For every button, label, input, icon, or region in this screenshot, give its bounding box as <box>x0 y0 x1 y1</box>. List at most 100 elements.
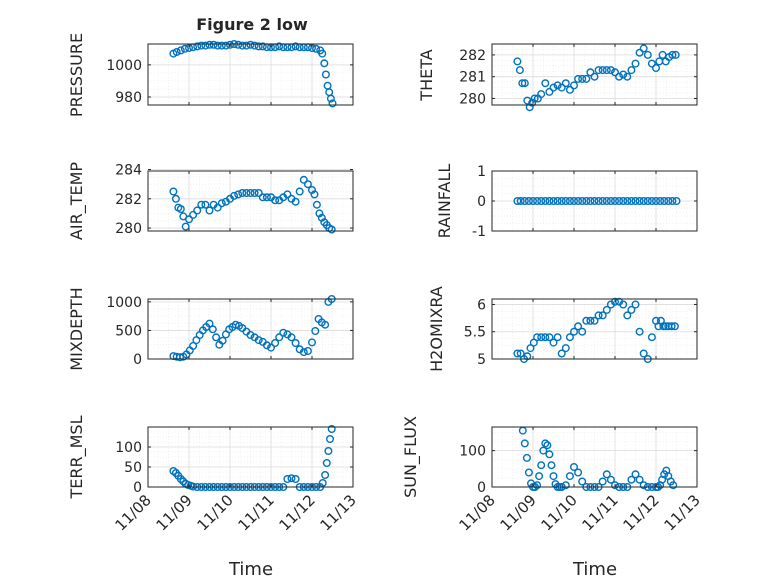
data-point <box>513 349 522 358</box>
data-point <box>623 311 632 320</box>
data-point <box>321 70 330 79</box>
data-point <box>523 352 532 361</box>
data-point <box>238 188 247 197</box>
data-point <box>295 187 304 196</box>
data-point <box>242 188 251 197</box>
data-point <box>590 72 599 81</box>
data-point <box>660 196 669 205</box>
data-point <box>176 475 185 484</box>
data-point <box>283 475 292 484</box>
y-tick-label: 0 <box>477 194 486 210</box>
data-point <box>623 196 632 205</box>
data-point <box>594 66 603 75</box>
data-point <box>523 96 532 105</box>
data-point <box>664 196 673 205</box>
subplot-rainfall: -1 0 1 RAINFALL <box>435 164 698 240</box>
data-point <box>524 468 533 477</box>
data-point <box>171 194 180 203</box>
data-point <box>250 188 259 197</box>
data-point <box>557 83 566 92</box>
data-point <box>181 222 190 231</box>
data-point <box>537 333 546 342</box>
data-point <box>549 472 558 481</box>
data-point <box>541 196 550 205</box>
data-point <box>513 57 522 66</box>
data-point <box>262 341 271 350</box>
data-point <box>201 200 210 209</box>
data-series-sun_flux <box>518 426 678 492</box>
data-series-mixdepth <box>169 295 336 362</box>
data-point <box>291 339 300 348</box>
x-tick-label: 11/08 <box>456 491 499 534</box>
y-tick-label: 284 <box>115 163 142 179</box>
data-point <box>279 328 288 337</box>
data-point <box>545 450 554 459</box>
data-point <box>639 196 648 205</box>
data-point <box>299 175 308 184</box>
data-point <box>541 79 550 88</box>
data-point <box>652 196 661 205</box>
data-point <box>230 191 239 200</box>
data-point <box>520 196 529 205</box>
subplot-air_temp: 280 282 284 AIR_TEMP <box>67 162 354 240</box>
y-tick-label: 50 <box>124 460 142 476</box>
axes-box <box>491 426 698 488</box>
data-point <box>312 200 321 209</box>
data-point <box>291 197 300 206</box>
data-point <box>561 481 570 490</box>
data-point <box>549 196 558 205</box>
axes-box <box>147 170 354 232</box>
data-point <box>513 196 522 205</box>
data-series-theta <box>513 44 680 112</box>
data-point <box>635 475 644 484</box>
data-point <box>218 336 227 345</box>
data-point <box>611 68 620 77</box>
data-point <box>539 446 548 455</box>
y-axis-label: THETA <box>417 49 436 101</box>
data-point <box>529 196 538 205</box>
y-tick-label: 0 <box>477 480 486 496</box>
data-point <box>530 94 539 103</box>
data-point <box>213 41 222 50</box>
data-point <box>283 190 292 199</box>
data-point <box>310 190 319 199</box>
data-point <box>533 333 542 342</box>
data-series-terr_msl <box>169 425 336 492</box>
y-tick-label: 500 <box>115 323 142 339</box>
data-point <box>574 322 583 331</box>
data-series-air_temp <box>169 175 336 234</box>
data-point <box>582 196 591 205</box>
data-point <box>208 325 217 334</box>
data-point <box>217 41 226 50</box>
x-tick-label: 11/13 <box>317 491 360 534</box>
data-point <box>611 196 620 205</box>
data-point <box>639 44 648 53</box>
data-point <box>602 196 611 205</box>
data-point <box>598 66 607 75</box>
data-point <box>570 463 579 472</box>
data-point <box>250 41 259 50</box>
data-point <box>262 193 271 202</box>
y-tick-label: 5.5 <box>464 325 486 341</box>
data-point <box>254 42 263 51</box>
data-point <box>321 320 330 329</box>
data-point <box>520 439 529 448</box>
data-point <box>545 333 554 342</box>
data-point <box>541 333 550 342</box>
data-point <box>291 42 300 51</box>
data-point <box>669 481 678 490</box>
data-point <box>582 74 591 83</box>
data-point <box>246 40 255 49</box>
data-point <box>246 188 255 197</box>
data-point <box>275 42 284 51</box>
data-point <box>652 63 661 72</box>
data-point <box>325 88 334 97</box>
data-point <box>598 477 607 486</box>
data-point <box>234 40 243 49</box>
data-point <box>212 333 221 342</box>
y-tick-label: 282 <box>115 192 142 208</box>
y-axis-label: SUN_FLUX <box>401 416 421 498</box>
data-point <box>586 68 595 77</box>
data-point <box>606 66 615 75</box>
data-point <box>631 300 640 309</box>
